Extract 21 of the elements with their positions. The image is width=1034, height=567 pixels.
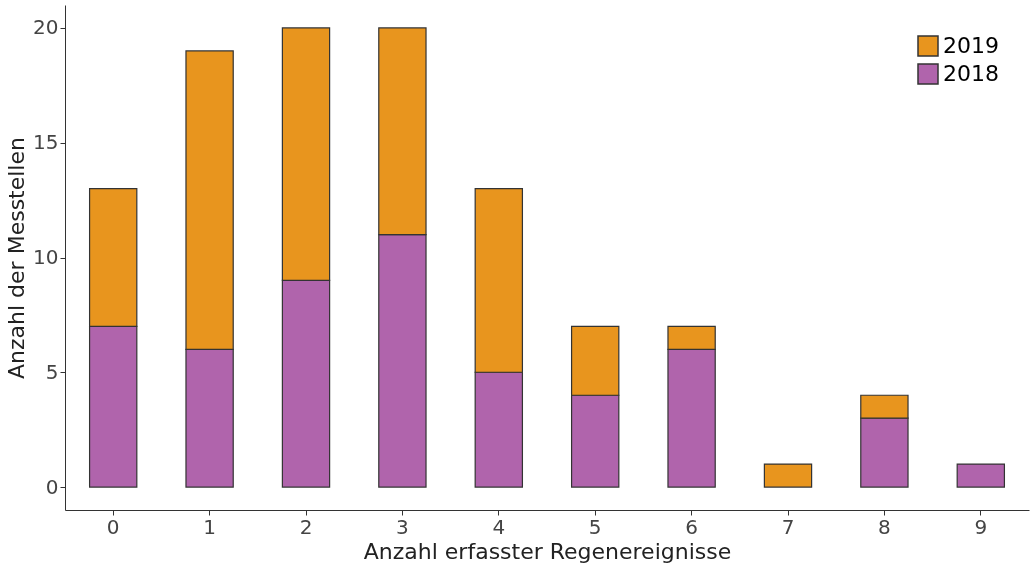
- legend-label: 2018: [943, 61, 999, 86]
- y-tick-label: 0: [45, 474, 59, 499]
- y-tick-label: 10: [33, 245, 59, 269]
- x-tick-label: 2: [299, 514, 313, 539]
- x-tick-label: 4: [492, 514, 506, 539]
- legend-label: 2019: [943, 33, 999, 58]
- y-tick-label: 15: [33, 130, 59, 155]
- x-tick-label: 8: [878, 514, 891, 539]
- x-axis-title: Anzahl erfasster Regenereignisse: [363, 538, 732, 564]
- x-tick-label: 0: [106, 514, 120, 539]
- y-tick-label: 20: [33, 15, 59, 40]
- bar: [763, 463, 813, 488]
- y-axis-title: Anzahl der Messtellen: [4, 137, 30, 379]
- x-tick-label: 5: [588, 514, 602, 539]
- bar: [956, 463, 1006, 488]
- x-tick-label: 7: [781, 514, 795, 539]
- x-tick-label: 6: [685, 514, 698, 539]
- x-tick-label: 1: [203, 514, 216, 539]
- x-tick-label: 9: [974, 514, 988, 539]
- y-tick-label: 5: [45, 359, 59, 384]
- x-tick-label: 3: [396, 514, 409, 539]
